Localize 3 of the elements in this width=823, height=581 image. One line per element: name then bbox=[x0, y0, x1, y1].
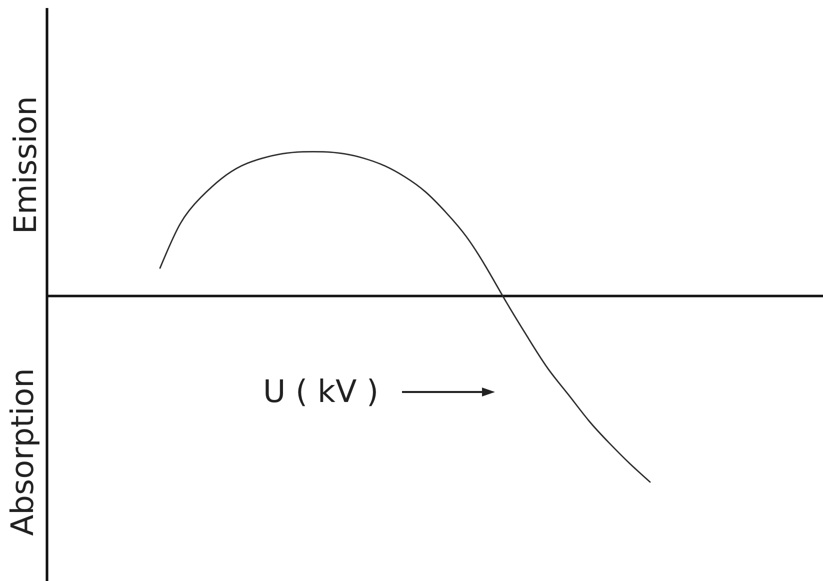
y-axis-title: Emission bbox=[8, 96, 44, 234]
text: Absorption bbox=[5, 368, 41, 536]
x-axis-title: U ( kV ) bbox=[263, 374, 379, 410]
